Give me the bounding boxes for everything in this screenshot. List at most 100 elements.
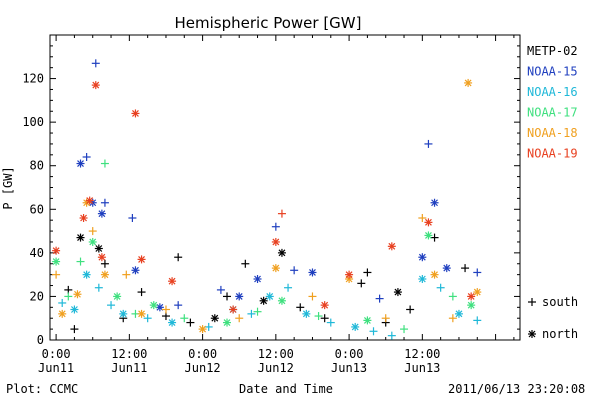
y-axis: 0 20 40 60 80 100 120 (22, 34, 520, 347)
chart-title: Hemispheric Power [GW] (175, 14, 362, 32)
south-plus-marker (70, 325, 79, 334)
south-plus-marker (290, 266, 299, 275)
south-plus-marker (284, 283, 293, 292)
x-tick-label: 12:00 (258, 347, 294, 361)
north-star-marker (467, 292, 476, 301)
north-star-marker (387, 242, 396, 251)
south-plus-marker (357, 279, 366, 288)
north-star-marker (82, 270, 91, 279)
marker-stroke (101, 271, 109, 279)
x-tick-date: Jun12 (185, 361, 221, 375)
north-star-marker (76, 233, 85, 242)
south-plus-marker (448, 292, 457, 301)
south-plus-marker (235, 314, 244, 323)
south-plus-marker (137, 288, 146, 297)
south-plus-marker (381, 314, 390, 323)
marker-legend-label: north (542, 327, 578, 341)
marker-stroke (418, 275, 426, 283)
data-markers (52, 59, 482, 340)
south-plus-marker (277, 209, 286, 218)
north-star-marker (235, 292, 244, 301)
north-star-marker (223, 318, 232, 327)
south-plus-marker (161, 305, 170, 314)
north-star-marker (308, 268, 317, 277)
north-star-marker (76, 159, 85, 168)
south-plus-marker (271, 222, 280, 231)
north-star-marker (229, 305, 238, 314)
north-star-marker (88, 237, 97, 246)
north-star-marker (131, 109, 140, 118)
south-plus-marker (82, 153, 91, 161)
north-star-marker (168, 277, 177, 286)
south-plus-marker (107, 301, 116, 310)
y-tick-label: 0 (37, 333, 44, 347)
south-plus-marker (430, 233, 439, 242)
north-star-marker (271, 264, 280, 273)
marker-legend: south north (528, 295, 578, 341)
x-tick-date: Jun12 (258, 361, 294, 375)
legend-entry: NOAA-15 (527, 65, 578, 79)
x-tick-label: 0:00 (42, 347, 71, 361)
north-star-marker (137, 255, 146, 264)
south-plus-marker (314, 312, 323, 321)
south-plus-marker (320, 314, 329, 323)
marker-stroke (431, 271, 438, 279)
south-plus-marker (461, 264, 470, 273)
north-star-marker (418, 275, 427, 283)
y-tick-label: 20 (30, 289, 44, 303)
marker-stroke (74, 290, 81, 298)
marker-stroke (98, 210, 106, 218)
north-star-marker (70, 305, 79, 314)
south-plus-marker (363, 268, 372, 277)
marker-stroke (363, 316, 371, 324)
south-plus-marker (174, 301, 183, 310)
marker-stroke (464, 79, 472, 87)
south-plus-marker (122, 270, 131, 279)
y-tick-label: 100 (22, 115, 44, 129)
marker-stroke (77, 160, 84, 167)
north-star-marker (363, 316, 372, 325)
north-star-marker (393, 288, 402, 297)
north-star-marker (259, 296, 268, 305)
south-plus-marker (375, 294, 384, 303)
marker-stroke (150, 301, 158, 309)
south-plus-marker (76, 257, 85, 266)
x-tick-label: 12:00 (111, 347, 147, 361)
marker-stroke (431, 199, 438, 207)
marker-stroke (321, 301, 329, 309)
marker-stroke (70, 306, 78, 313)
marker-stroke (473, 288, 481, 296)
south-plus-marker (400, 325, 409, 334)
north-star-marker (271, 237, 280, 246)
x-tick-date: Jun11 (111, 361, 147, 375)
marker-stroke (309, 269, 316, 276)
marker-stroke (156, 303, 164, 311)
north-star-marker (149, 301, 158, 310)
south-plus-marker (418, 214, 427, 222)
south-plus-marker (308, 292, 317, 301)
marker-stroke (98, 253, 106, 261)
legend-entry: NOAA-19 (527, 147, 578, 161)
marker-stroke (272, 264, 280, 272)
south-plus-marker (180, 314, 189, 323)
marker-stroke (254, 275, 261, 283)
north-star-marker (467, 301, 476, 310)
north-star-marker (100, 270, 109, 279)
north-star-marker (85, 196, 94, 205)
marker-stroke (467, 301, 475, 309)
footer-timestamp: 2011/06/13 23:20:08 (448, 382, 585, 396)
marker-stroke (278, 297, 286, 305)
marker-stroke (77, 234, 84, 242)
north-star-marker (345, 270, 354, 279)
marker-stroke (132, 266, 139, 274)
marker-stroke (272, 238, 280, 246)
y-tick-label: 40 (30, 246, 44, 260)
north-star-marker (198, 325, 207, 334)
north-star-marker (253, 275, 262, 283)
marker-stroke (528, 330, 536, 338)
marker-stroke (132, 110, 139, 117)
x-tick-label: 0:00 (335, 347, 364, 361)
marker-stroke (229, 306, 237, 313)
marker-stroke (418, 253, 426, 261)
